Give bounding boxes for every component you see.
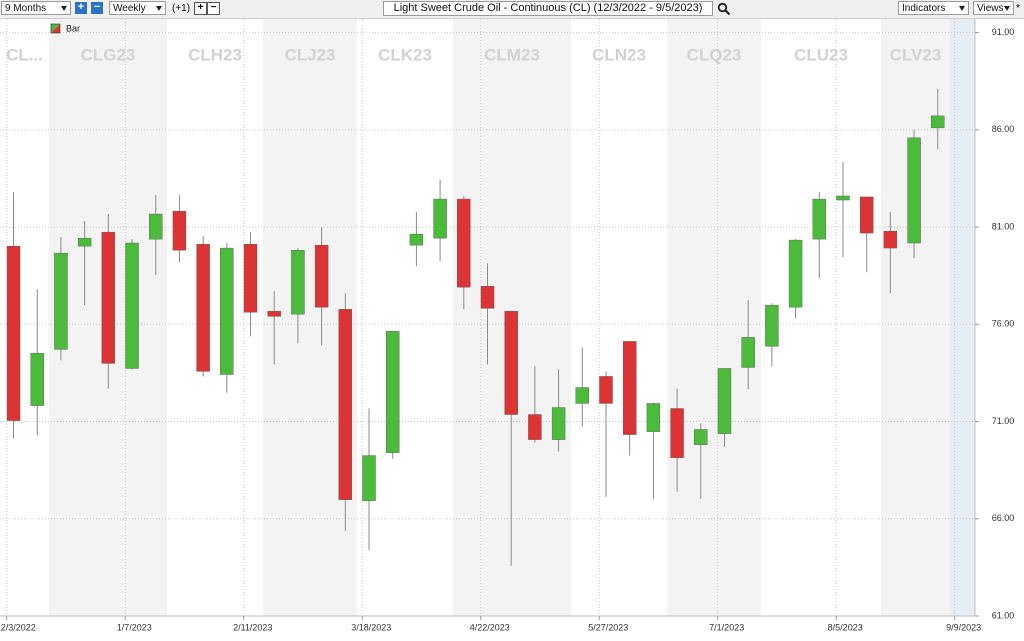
contract-label: CLH23 [188,45,242,64]
indicators-label: Indicators [902,3,946,14]
period-label: 9 Months [5,3,47,14]
candle-body [622,341,637,435]
contract-label: CLQ23 [687,45,742,64]
x-tick-label: 1/7/2023 [117,622,152,632]
x-tick-label: 3/18/2023 [351,622,391,632]
contract-label: CLV23 [890,45,942,64]
contract-band [881,19,950,616]
candle-body [125,242,139,369]
candle-body [836,195,850,201]
candle-body [220,247,234,375]
interval-select[interactable]: Weekly [109,1,166,15]
legend-icon-border [50,23,61,34]
candle-body [694,429,708,445]
period-select[interactable]: 9 Months [1,1,71,15]
views-select[interactable]: Views [973,1,1014,15]
candle-body [765,305,779,347]
candle-body [386,331,400,453]
legend: Bar [50,23,80,34]
candle-body [77,237,92,247]
offset-label: (+1) [172,3,191,14]
candle-body [528,414,542,440]
x-tick-label: 9/9/2023 [946,622,981,632]
candle-body [717,368,732,434]
candle-body [907,137,921,244]
contract-label: CLN23 [592,45,646,64]
candle-body [812,198,826,240]
candle-body [291,250,305,315]
x-tick-label: 7/1/2023 [709,622,744,632]
candle-body [504,311,518,415]
search-icon[interactable] [717,2,731,16]
x-tick-label: 5/27/2023 [588,622,628,632]
contract-label: CL... [6,45,43,64]
offset-minus-button[interactable]: − [207,2,220,15]
x-tick-label: 4/22/2023 [470,622,510,632]
candle-body [338,309,353,500]
contract-label: CLK23 [378,45,432,64]
chart-title[interactable]: Light Sweet Crude Oil - Continuous (CL) … [383,1,713,16]
candle-body [457,198,471,288]
candle-body [149,213,163,240]
candle-body [551,407,566,440]
candle-body [433,198,447,239]
candle-body [859,196,874,234]
contract-label: CLG23 [81,45,136,64]
candle-body [599,376,613,404]
legend-icon-down [51,24,60,33]
candle-body [54,252,68,350]
candle-body [314,244,329,308]
zoom-out-button[interactable]: − [91,2,103,14]
candle-body [101,231,116,364]
future-region [950,19,975,616]
contract-label: CLM23 [484,45,540,64]
candle-body [30,353,44,406]
offset-plus-button[interactable]: + [194,2,207,15]
candle-body [480,285,495,309]
y-tick-label: 81.00 [992,221,1015,231]
x-tick-label: 2/11/2023 [233,622,272,632]
contract-label: CLJ23 [284,45,335,64]
x-tick-label: 8/5/2023 [828,622,863,632]
y-tick-label: 91.00 [992,27,1015,37]
y-tick-label: 76.00 [992,319,1015,329]
legend-label: Bar [66,23,80,33]
candle-body [646,403,661,432]
candle-body [409,233,424,246]
contract-band [667,19,761,616]
y-tick-label: 61.00 [992,610,1015,620]
x-tick-label: 12/3/2022 [0,622,36,632]
interval-label: Weekly [113,3,146,14]
y-tick-label: 71.00 [992,416,1015,426]
asterisk: * [1016,3,1020,14]
candle-body [196,243,210,372]
views-label: Views [977,3,1004,14]
candle-body [788,239,803,308]
zoom-in-button[interactable]: + [75,2,87,14]
candle-body [267,311,281,317]
candle-body [575,387,589,404]
y-tick-label: 86.00 [992,124,1015,134]
contract-label: CLU23 [794,45,848,64]
candle-body [243,243,258,313]
candle-body [6,245,21,421]
candle-body [931,115,945,129]
toolbar: 9 Months + − Weekly (+1) + − Light Sweet… [0,0,1024,19]
candle-body [741,337,755,368]
candle-body [670,408,684,458]
indicators-select[interactable]: Indicators [898,1,969,15]
candle-body [883,230,898,249]
y-tick-label: 66.00 [992,513,1015,523]
candle-body [362,455,376,501]
candle-body [172,210,187,251]
